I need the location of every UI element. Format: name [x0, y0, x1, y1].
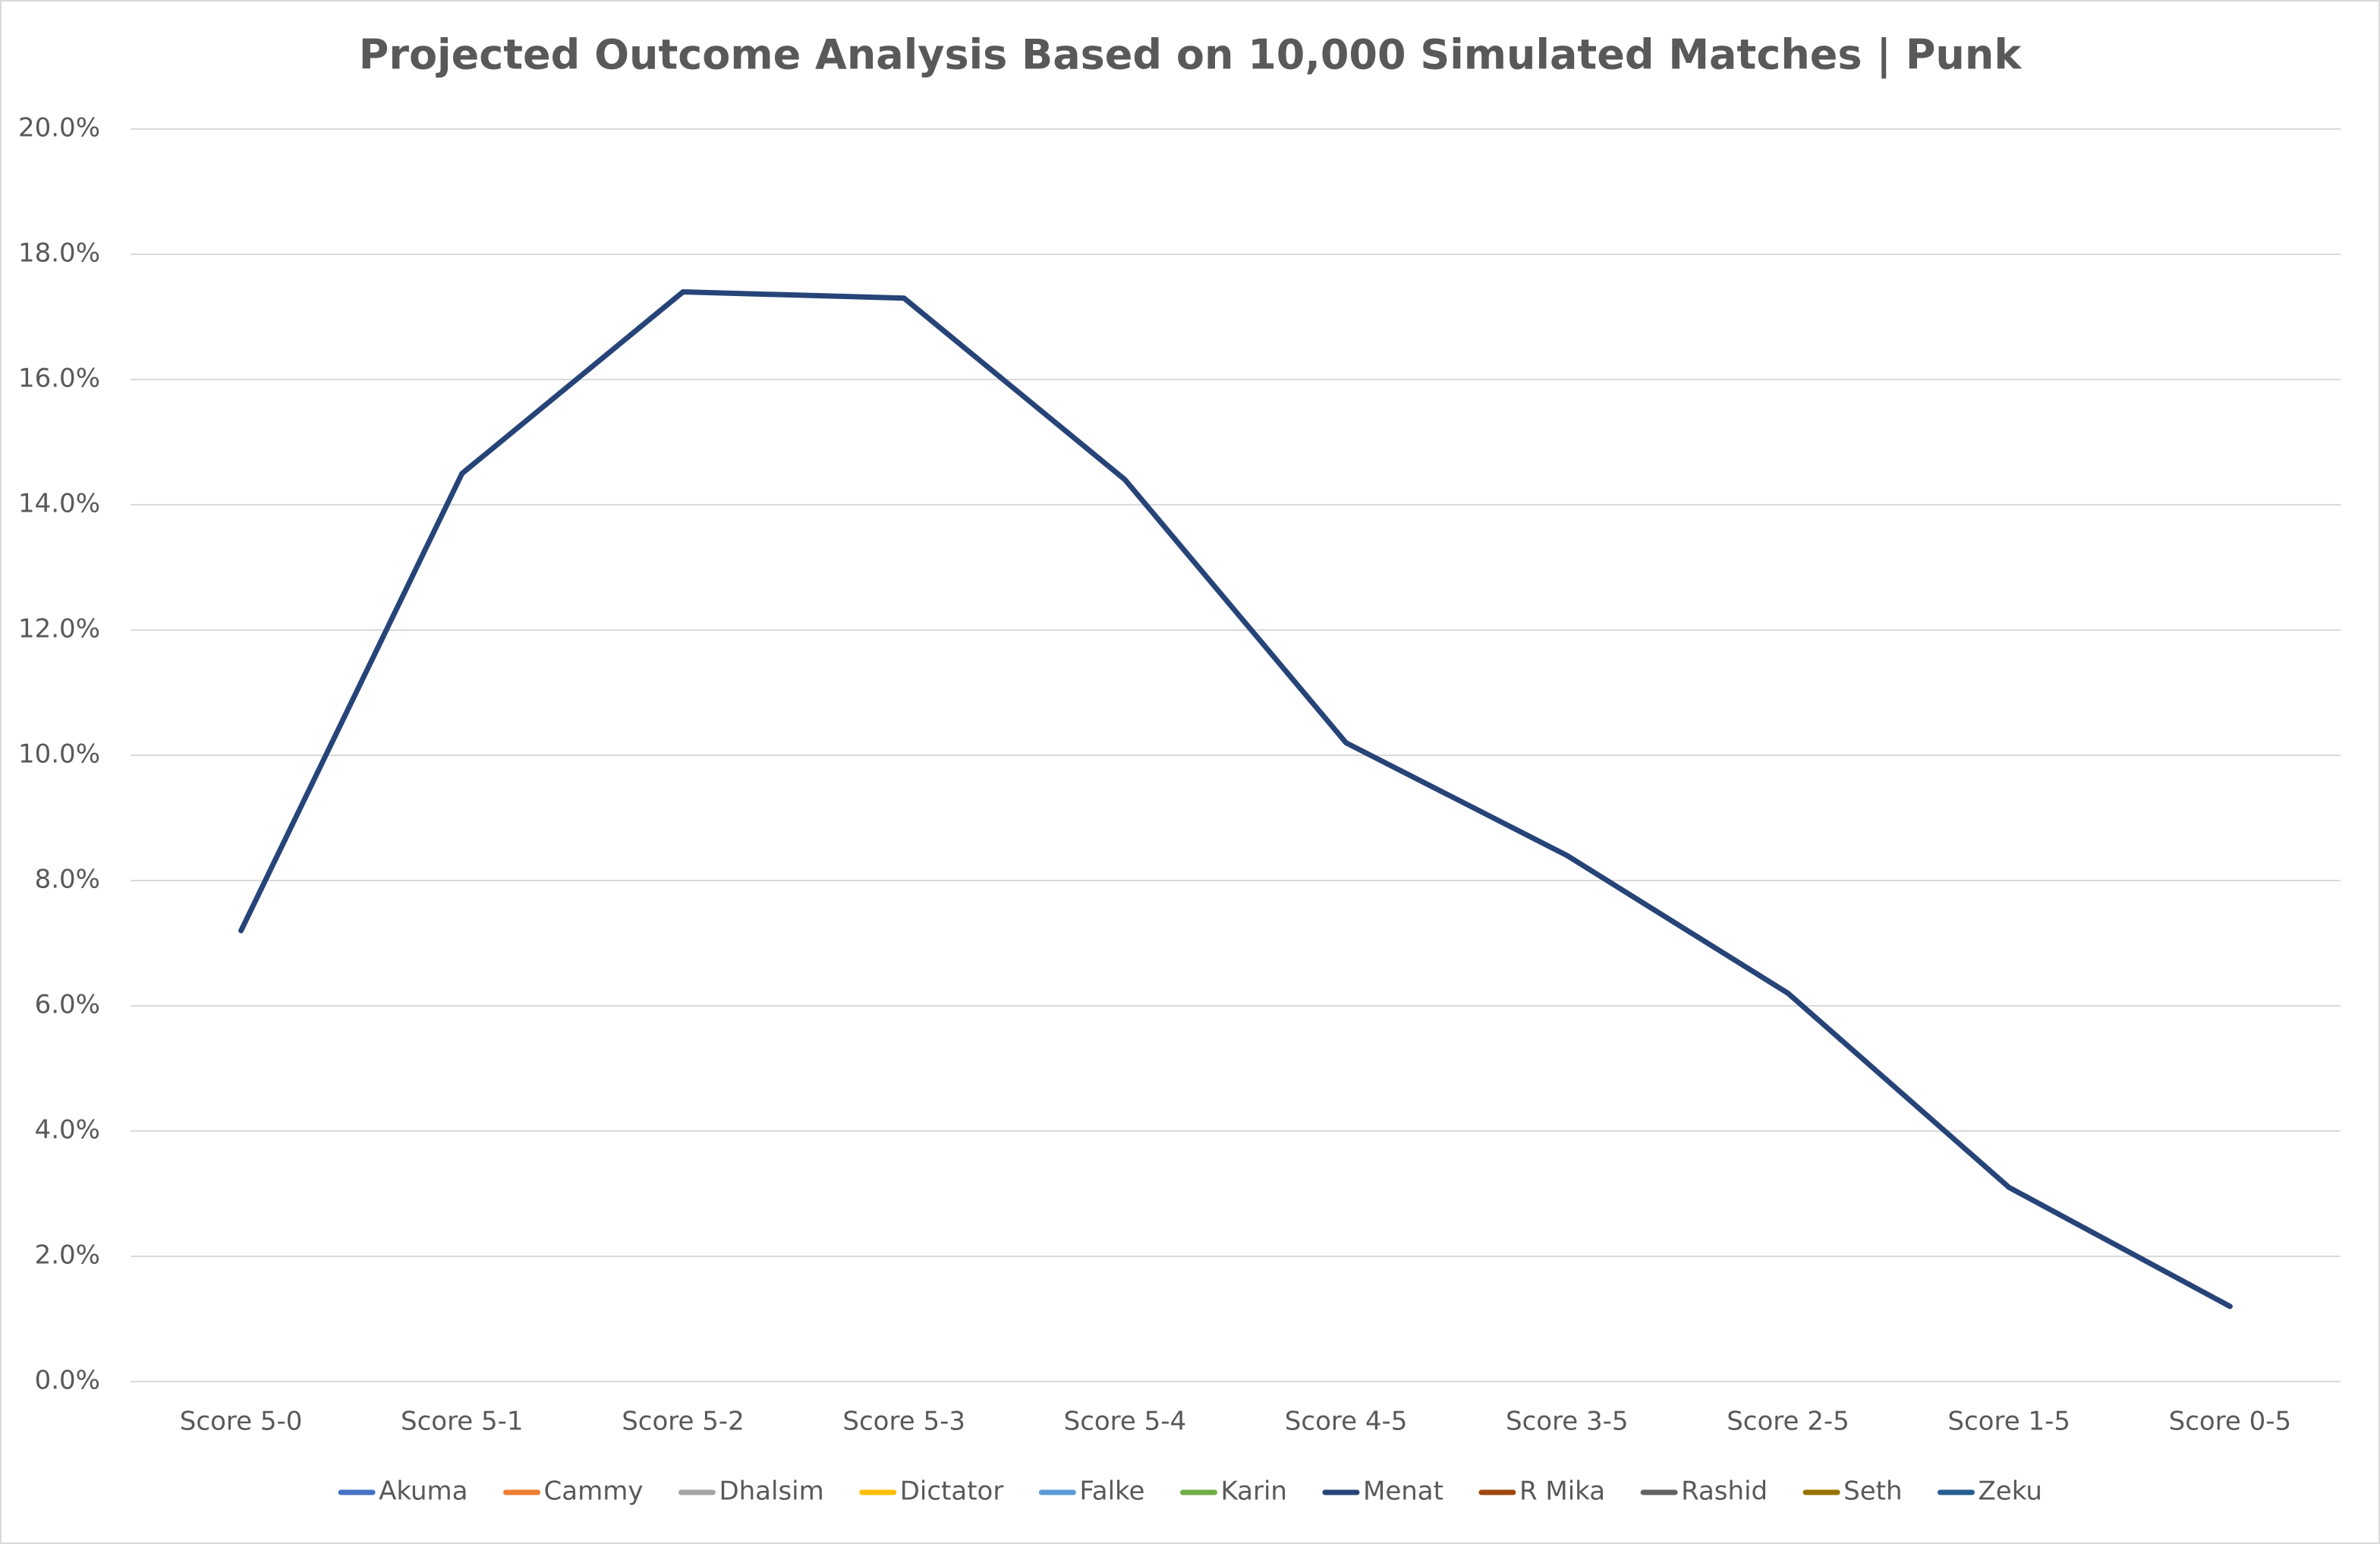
x-tick-label: Score 5-1	[401, 1407, 524, 1437]
x-tick-label: Score 5-0	[180, 1407, 303, 1437]
x-tick-label: Score 5-2	[622, 1407, 745, 1437]
y-tick-label: 10.0%	[18, 739, 100, 770]
y-tick-label: 4.0%	[35, 1115, 100, 1145]
y-tick-label: 16.0%	[18, 364, 100, 394]
x-tick-label: Score 0-5	[2169, 1407, 2292, 1437]
legend-label: R Mika	[1519, 1476, 1605, 1507]
legend-label: Karin	[1220, 1476, 1287, 1507]
legend-label: Menat	[1363, 1476, 1443, 1507]
x-tick-label: Score 5-4	[1064, 1407, 1187, 1437]
legend-label: Seth	[1843, 1476, 1902, 1507]
x-tick-label: Score 2-5	[1727, 1407, 1850, 1437]
y-tick-label: 12.0%	[18, 614, 100, 644]
x-tick-label: Score 3-5	[1506, 1407, 1629, 1437]
series-line	[238, 289, 2233, 1309]
y-tick-label: 0.0%	[35, 1366, 100, 1396]
x-tick-label: Score 4-5	[1285, 1407, 1408, 1437]
y-tick-label: 20.0%	[18, 113, 100, 143]
legend-label: Cammy	[544, 1476, 644, 1507]
y-tick-label: 8.0%	[35, 865, 100, 895]
legend-label: Dictator	[900, 1476, 1004, 1507]
chart-title: Projected Outcome Analysis Based on 10,0…	[359, 31, 2023, 79]
y-tick-label: 14.0%	[18, 489, 100, 519]
legend-label: Falke	[1079, 1476, 1144, 1507]
x-tick-label: Score 1-5	[1947, 1407, 2070, 1437]
legend-label: Akuma	[379, 1476, 468, 1507]
y-tick-label: 2.0%	[35, 1240, 100, 1271]
legend-label: Zeku	[1979, 1476, 2042, 1507]
y-tick-label: 18.0%	[18, 238, 100, 269]
x-tick-label: Score 5-3	[842, 1407, 965, 1437]
legend-label: Rashid	[1681, 1476, 1768, 1507]
y-tick-label: 6.0%	[35, 990, 100, 1020]
legend-label: Dhalsim	[719, 1476, 823, 1507]
